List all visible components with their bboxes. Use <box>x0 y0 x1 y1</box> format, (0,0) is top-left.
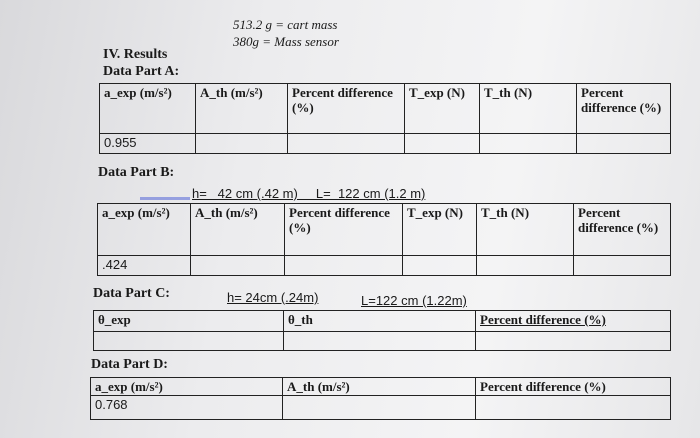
part-c-table: θ_exp θ_th Percent difference (%) <box>93 310 671 351</box>
part-d-table: a_exp (m/s²) A_th (m/s²) Percent differe… <box>90 377 671 420</box>
part-b-table: a_exp (m/s²) A_th (m/s²) Percent differe… <box>97 203 671 276</box>
table-cell[interactable] <box>402 255 477 276</box>
header-cell: Percent difference (%) <box>576 83 671 134</box>
table-row: 0.768 <box>90 395 671 420</box>
table-cell[interactable] <box>283 331 476 351</box>
table-cell[interactable] <box>404 133 480 154</box>
table-header-row: a_exp (m/s²) A_th (m/s²) Percent differe… <box>97 203 671 256</box>
table-cell[interactable]: 0.768 <box>90 395 283 420</box>
table-cell[interactable]: 0.955 <box>99 133 196 154</box>
header-cell: θ_exp <box>93 310 284 332</box>
cart-mass-note: 513.2 g = cart mass <box>233 17 338 32</box>
header-cell: a_exp (m/s²) <box>99 83 196 134</box>
part-b-label: Data Part B: <box>98 165 175 180</box>
table-header-row: a_exp (m/s²) A_th (m/s²) Percent differe… <box>99 83 671 134</box>
header-cell: T_th (N) <box>476 203 574 256</box>
sensor-mass-note: 380g = Mass sensor <box>233 34 339 49</box>
table-row: 0.955 <box>99 133 671 154</box>
table-cell[interactable] <box>282 395 476 420</box>
table-cell[interactable] <box>479 133 577 154</box>
part-c-height: h= 24cm (.24m) <box>227 290 319 305</box>
table-cell[interactable]: .424 <box>97 255 191 276</box>
results-title: IV. Results <box>103 47 168 62</box>
table-cell[interactable] <box>475 331 671 351</box>
table-cell[interactable] <box>190 255 285 276</box>
header-cell: a_exp (m/s²) <box>90 377 283 396</box>
header-cell: Percent difference (%) <box>573 203 671 256</box>
table-cell[interactable] <box>195 133 288 154</box>
table-row <box>93 331 671 351</box>
table-cell[interactable] <box>93 331 284 351</box>
part-c-label: Data Part C: <box>93 286 170 301</box>
header-cell: T_exp (N) <box>404 83 480 134</box>
header-cell: Percent difference (%) <box>475 377 671 396</box>
header-cell: Percent difference (%) <box>475 310 671 332</box>
table-cell[interactable] <box>475 395 671 420</box>
table-cell[interactable] <box>476 255 574 276</box>
header-cell: A_th (m/s²) <box>282 377 476 396</box>
header-cell: A_th (m/s²) <box>190 203 285 256</box>
part-c-length: L=122 cm (1.22m) <box>361 293 467 308</box>
header-cell: T_th (N) <box>479 83 577 134</box>
header-cell: Percent difference (%) <box>287 83 405 134</box>
table-header-row: θ_exp θ_th Percent difference (%) <box>93 310 671 332</box>
table-row: .424 <box>97 255 671 276</box>
pen-mark <box>140 197 190 200</box>
header-cell: Percent difference (%) <box>284 203 403 256</box>
table-cell[interactable] <box>576 133 671 154</box>
part-a-label: Data Part A: <box>103 64 180 79</box>
table-cell[interactable] <box>287 133 405 154</box>
table-cell[interactable] <box>573 255 671 276</box>
part-a-table: a_exp (m/s²) A_th (m/s²) Percent differe… <box>99 83 671 154</box>
part-b-params: h= 42 cm (.42 m) L= 122 cm (1.2 m) <box>192 186 426 201</box>
header-cell: T_exp (N) <box>402 203 477 256</box>
part-d-label: Data Part D: <box>91 357 168 372</box>
table-cell[interactable] <box>284 255 403 276</box>
table-header-row: a_exp (m/s²) A_th (m/s²) Percent differe… <box>90 377 671 396</box>
header-cell: θ_th <box>283 310 476 332</box>
header-cell: a_exp (m/s²) <box>97 203 191 256</box>
header-cell: A_th (m/s²) <box>195 83 288 134</box>
